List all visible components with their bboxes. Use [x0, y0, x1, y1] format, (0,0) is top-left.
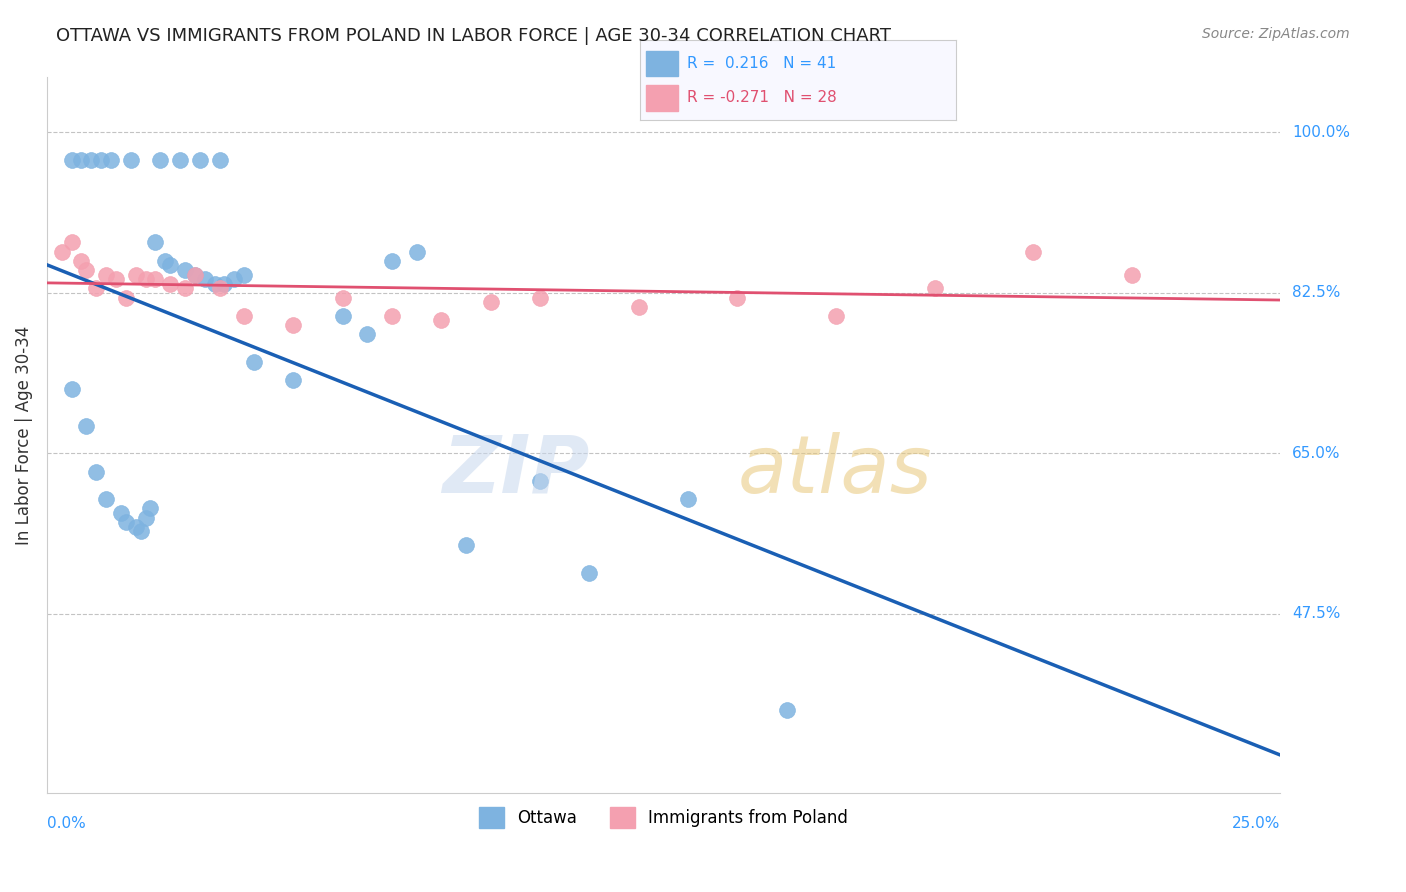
- Point: [60, 235, 83, 250]
- Point: [825, 309, 848, 323]
- Text: ZIP: ZIP: [441, 432, 589, 510]
- Text: Source: ZipAtlas.com: Source: ZipAtlas.com: [1202, 27, 1350, 41]
- Point: [145, 272, 167, 286]
- Point: [529, 474, 551, 488]
- Point: [283, 318, 305, 332]
- Point: [174, 263, 197, 277]
- Point: [135, 510, 157, 524]
- Point: [135, 272, 157, 286]
- Point: [208, 281, 231, 295]
- Point: [70, 153, 93, 167]
- Point: [84, 465, 107, 479]
- Point: [233, 309, 256, 323]
- Point: [169, 153, 191, 167]
- Point: [1022, 244, 1045, 259]
- Point: [332, 291, 354, 305]
- Legend: Ottawa, Immigrants from Poland: Ottawa, Immigrants from Poland: [472, 801, 855, 834]
- Point: [243, 354, 266, 368]
- Y-axis label: In Labor Force | Age 30-34: In Labor Force | Age 30-34: [15, 326, 32, 545]
- Point: [84, 281, 107, 295]
- Point: [75, 263, 97, 277]
- Point: [332, 309, 354, 323]
- Point: [430, 313, 453, 327]
- Bar: [647, 85, 678, 111]
- Text: OTTAWA VS IMMIGRANTS FROM POLAND IN LABOR FORCE | AGE 30-34 CORRELATION CHART: OTTAWA VS IMMIGRANTS FROM POLAND IN LABO…: [56, 27, 891, 45]
- Bar: [647, 51, 678, 77]
- Point: [283, 373, 305, 387]
- Point: [194, 272, 217, 286]
- Point: [356, 327, 378, 342]
- Point: [155, 253, 177, 268]
- Text: 25.0%: 25.0%: [1232, 815, 1279, 830]
- Point: [725, 291, 748, 305]
- Point: [80, 153, 103, 167]
- Text: 65.0%: 65.0%: [1292, 446, 1341, 461]
- Point: [124, 520, 146, 534]
- Point: [776, 703, 799, 717]
- Point: [924, 281, 946, 295]
- Point: [184, 268, 207, 282]
- Point: [159, 259, 181, 273]
- Point: [159, 277, 181, 291]
- Point: [529, 291, 551, 305]
- Point: [627, 300, 650, 314]
- Point: [233, 268, 256, 282]
- Point: [60, 153, 83, 167]
- Point: [110, 506, 132, 520]
- Point: [381, 253, 404, 268]
- Point: [145, 235, 167, 250]
- Point: [1121, 268, 1143, 282]
- Text: 47.5%: 47.5%: [1292, 607, 1341, 622]
- Point: [114, 515, 136, 529]
- Point: [381, 309, 404, 323]
- Point: [578, 566, 600, 580]
- Point: [90, 153, 112, 167]
- Point: [224, 272, 246, 286]
- Point: [60, 382, 83, 396]
- Point: [149, 153, 172, 167]
- Point: [100, 153, 122, 167]
- Point: [479, 295, 502, 310]
- Point: [51, 244, 73, 259]
- Point: [124, 268, 146, 282]
- Point: [129, 524, 152, 539]
- Point: [114, 291, 136, 305]
- Point: [208, 153, 231, 167]
- Text: 0.0%: 0.0%: [46, 815, 86, 830]
- Text: R = -0.271   N = 28: R = -0.271 N = 28: [688, 90, 837, 105]
- Point: [104, 272, 127, 286]
- Point: [70, 253, 93, 268]
- Point: [184, 268, 207, 282]
- Point: [94, 492, 117, 507]
- Point: [204, 277, 226, 291]
- Point: [405, 244, 427, 259]
- Point: [676, 492, 699, 507]
- Point: [139, 501, 162, 516]
- Point: [188, 153, 211, 167]
- Point: [94, 268, 117, 282]
- Point: [214, 277, 236, 291]
- Point: [456, 538, 478, 552]
- Text: R =  0.216   N = 41: R = 0.216 N = 41: [688, 56, 837, 71]
- Point: [75, 418, 97, 433]
- Point: [120, 153, 142, 167]
- Text: 100.0%: 100.0%: [1292, 125, 1350, 140]
- Text: atlas: atlas: [737, 432, 932, 510]
- Text: 82.5%: 82.5%: [1292, 285, 1341, 301]
- Point: [174, 281, 197, 295]
